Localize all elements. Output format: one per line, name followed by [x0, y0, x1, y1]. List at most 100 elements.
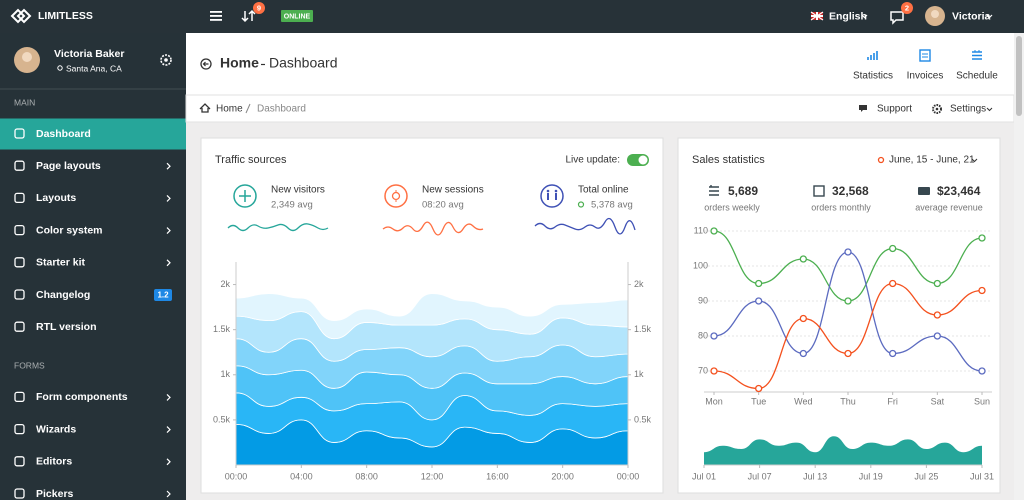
header-action[interactable]: Schedule — [956, 71, 998, 82]
nav-item-label[interactable]: RTL version — [36, 321, 97, 333]
sidebar-user-location: Santa Ana, CA — [66, 63, 122, 73]
y-tick-label: 2k — [220, 279, 230, 289]
header-action[interactable]: Statistics — [853, 71, 893, 82]
y-tick-label: 0.5k — [213, 414, 231, 424]
y-tick-label: 110 — [694, 225, 708, 235]
line-point — [755, 279, 763, 288]
line-point — [978, 367, 986, 375]
statistics-icon[interactable] — [867, 51, 878, 60]
live-update-label: Live update: — [566, 155, 621, 166]
y-tick-label: 2k — [634, 279, 644, 289]
updates-icon[interactable] — [241, 9, 256, 23]
nav-chevron — [166, 194, 171, 202]
breadcrumb-link[interactable]: Support — [877, 104, 912, 115]
x-tick-label: 12:00 — [421, 471, 444, 481]
y-tick-label: 100 — [693, 260, 708, 270]
nav-icon — [14, 391, 25, 403]
line-point — [933, 332, 941, 340]
line-point — [933, 279, 941, 288]
stat-label: average revenue — [915, 202, 983, 212]
nav-chevron — [166, 458, 171, 466]
date-range[interactable]: June, 15 - June, 21 — [889, 155, 975, 166]
stat-value: 5,689 — [728, 184, 758, 198]
nav-item-label[interactable]: Color system — [36, 224, 103, 236]
topbar — [0, 0, 1024, 33]
messages-icon[interactable] — [890, 11, 904, 25]
line-point — [889, 244, 897, 253]
brand: LIMITLESS — [38, 10, 93, 22]
user-name[interactable]: Victoria — [952, 10, 990, 22]
nav-item-label[interactable]: Changelog — [36, 289, 90, 301]
nav-item-label[interactable]: Editors — [36, 456, 72, 468]
line-point — [710, 227, 718, 235]
x-tick-label: Jul 19 — [859, 471, 883, 481]
page-subtitle: Dashboard — [269, 55, 338, 71]
home-icon — [199, 103, 211, 113]
line-point — [844, 297, 852, 305]
chevron — [986, 14, 993, 19]
stat-label: New sessions — [422, 185, 484, 196]
nav-icon — [14, 321, 25, 332]
nav-item-label[interactable]: Layouts — [36, 192, 76, 204]
breadcrumb-link[interactable]: Settings — [950, 104, 986, 115]
stat-icon — [540, 184, 564, 208]
nav-badge-bg — [154, 289, 172, 301]
x-tick-label: Jul 31 — [970, 471, 994, 481]
x-tick-label: 16:00 — [486, 471, 509, 481]
x-tick-label: Jul 07 — [748, 471, 772, 481]
nav-icon — [14, 128, 25, 139]
settings-icon[interactable] — [160, 54, 172, 66]
avatar-face — [22, 52, 32, 62]
stat-label: orders monthly — [811, 202, 871, 212]
page-header — [186, 33, 1014, 95]
scrollbar-thumb[interactable] — [1016, 36, 1022, 116]
chevron — [861, 14, 868, 19]
sales-chart: 70 80 90 100 110 Mon Tue Wed Thu Fri Sat Sun Jul 01 J… — [692, 225, 994, 481]
line-point — [933, 311, 941, 319]
stat-icon — [384, 184, 408, 208]
sales-card — [677, 137, 1001, 494]
logo — [10, 8, 32, 24]
nav-item-label[interactable]: Pickers — [36, 488, 74, 500]
line-point — [799, 255, 807, 263]
active-item-bg — [0, 118, 186, 150]
traffic-chart: 0.5k 0.5k 1k 1k 1.5k 1.5k 2k 2k 00:00 04:00 08:00 1… — [213, 262, 652, 481]
schedule-icon[interactable] — [972, 50, 982, 60]
line-point — [755, 384, 763, 393]
nav-icon — [14, 456, 25, 467]
menu-toggle[interactable] — [210, 11, 222, 21]
x-tick-label: Mon — [705, 396, 723, 406]
x-tick-label: 00:00 — [617, 471, 640, 481]
line-point — [978, 286, 986, 295]
x-tick-label: Wed — [794, 396, 812, 406]
nav-item-label[interactable]: Page layouts — [36, 160, 101, 172]
nav-icon — [14, 224, 25, 236]
header-action[interactable]: Invoices — [907, 71, 944, 82]
stat-label: New visitors — [271, 185, 325, 196]
nav-item-label[interactable]: Wizards — [36, 423, 76, 435]
nav-item-label[interactable]: Dashboard — [36, 128, 91, 140]
sidebar-nav: MAIN Dashboard Page layouts Layouts Color sy… — [0, 97, 186, 500]
breadcrumb-bar — [185, 94, 1015, 123]
y-tick-label: 0.5k — [634, 414, 652, 424]
sparkline — [227, 223, 329, 232]
invoices-icon[interactable] — [919, 49, 931, 62]
updates-badge: 9 — [257, 3, 261, 12]
breadcrumb-item[interactable]: Home — [216, 104, 243, 115]
back-button[interactable] — [200, 58, 212, 70]
language[interactable]: English — [829, 10, 867, 22]
stat-value: 32,568 — [832, 184, 869, 198]
updates-badge-bg — [253, 2, 265, 14]
x-tick-label: Jul 13 — [803, 471, 827, 481]
live-update-toggle[interactable] — [627, 154, 649, 166]
nav-item-label[interactable]: Starter kit — [36, 257, 86, 269]
nav-item-label[interactable]: Form components — [36, 391, 128, 403]
stat-label: orders weekly — [704, 202, 760, 212]
x-tick-label: 08:00 — [355, 471, 378, 481]
chevron — [986, 107, 993, 112]
x-tick-label: Jul 01 — [692, 471, 716, 481]
nav-icon — [14, 423, 25, 435]
line-point — [799, 349, 807, 358]
location-icon — [57, 65, 63, 71]
